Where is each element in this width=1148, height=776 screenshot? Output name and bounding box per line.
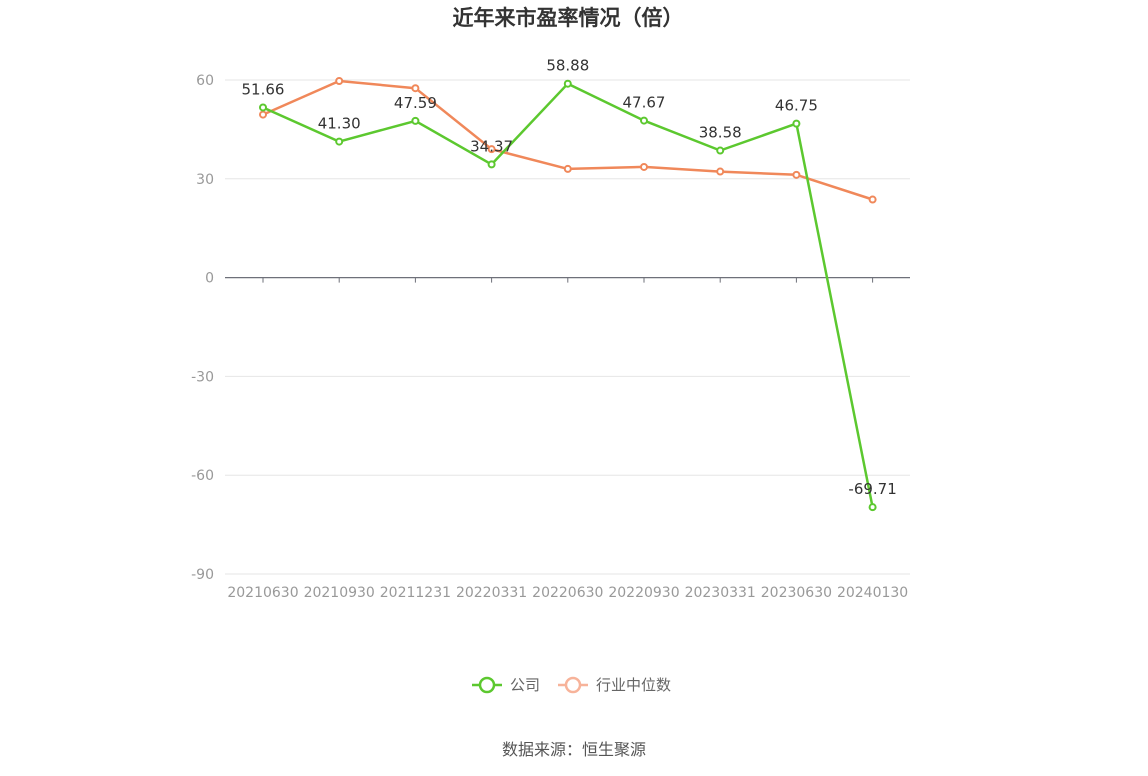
data-point[interactable] [716,146,725,155]
x-tick-label: 20210630 [227,585,298,601]
data-point[interactable] [868,503,877,512]
y-tick-label: 30 [196,172,214,188]
x-tick-label: 20230630 [761,585,832,601]
x-axis: 20210630 20210930 20211231 20220331 20220630… [225,277,910,601]
data-point[interactable] [563,79,572,88]
data-point[interactable] [792,119,801,128]
data-label: -69.71 [848,480,896,498]
y-tick-label: -60 [191,468,214,484]
data-label: 51.66 [242,80,285,98]
data-point[interactable] [411,116,420,125]
legend[interactable]: 公司 行业中位数 [472,676,671,694]
y-tick-label: -30 [191,369,214,385]
data-label: 41.30 [318,115,361,133]
y-tick-label: 0 [205,271,214,287]
data-point[interactable] [792,170,801,179]
legend-swatch-marker [564,676,582,694]
data-label: 58.88 [546,57,589,75]
x-tick-label: 20220930 [608,585,679,601]
x-tick-label: 20220630 [532,585,603,601]
data-point[interactable] [640,162,648,171]
legend-label: 公司 [510,676,540,694]
data-labels: 51.66 41.30 47.59 34.37 58.88 47.67 38.58 46.75… [242,57,897,498]
data-label: 47.67 [623,94,666,112]
data-point[interactable] [716,167,725,176]
legend-item-0[interactable]: 公司 [472,676,540,694]
legend-label: 行业中位数 [596,676,671,694]
x-tick-label: 20230331 [685,585,756,601]
y-tick-label: 60 [196,73,214,89]
x-tick-label: 20210930 [304,585,375,601]
data-point[interactable] [487,145,496,154]
series-line-0 [262,82,874,508]
data-point[interactable] [487,160,496,169]
legend-item-1[interactable]: 行业中位数 [558,676,671,694]
data-point[interactable] [259,110,267,119]
source-note: 数据来源：恒生聚源 [502,740,646,759]
data-point[interactable] [259,103,267,112]
data-label: 47.59 [394,94,437,112]
x-tick-label: 20240130 [837,585,908,601]
data-point[interactable] [411,84,420,93]
data-point[interactable] [335,76,344,85]
data-label: 38.58 [699,124,742,142]
data-point[interactable] [563,164,572,173]
series-lines [259,76,877,512]
x-tick-label: 20220331 [456,585,527,601]
data-point[interactable] [335,137,344,146]
data-label: 46.75 [775,97,818,115]
chart-title: 近年来市盈率情况（倍） [453,6,684,30]
data-point[interactable] [868,195,877,204]
grid-lines [225,79,910,575]
y-tick-label: -90 [191,567,214,583]
data-point[interactable] [640,116,648,125]
legend-swatch-marker [478,676,496,694]
data-label: 34.37 [470,137,513,155]
x-tick-label: 20211231 [380,585,451,601]
y-axis: 60 30 0 -30 -60 -90 [191,73,214,583]
